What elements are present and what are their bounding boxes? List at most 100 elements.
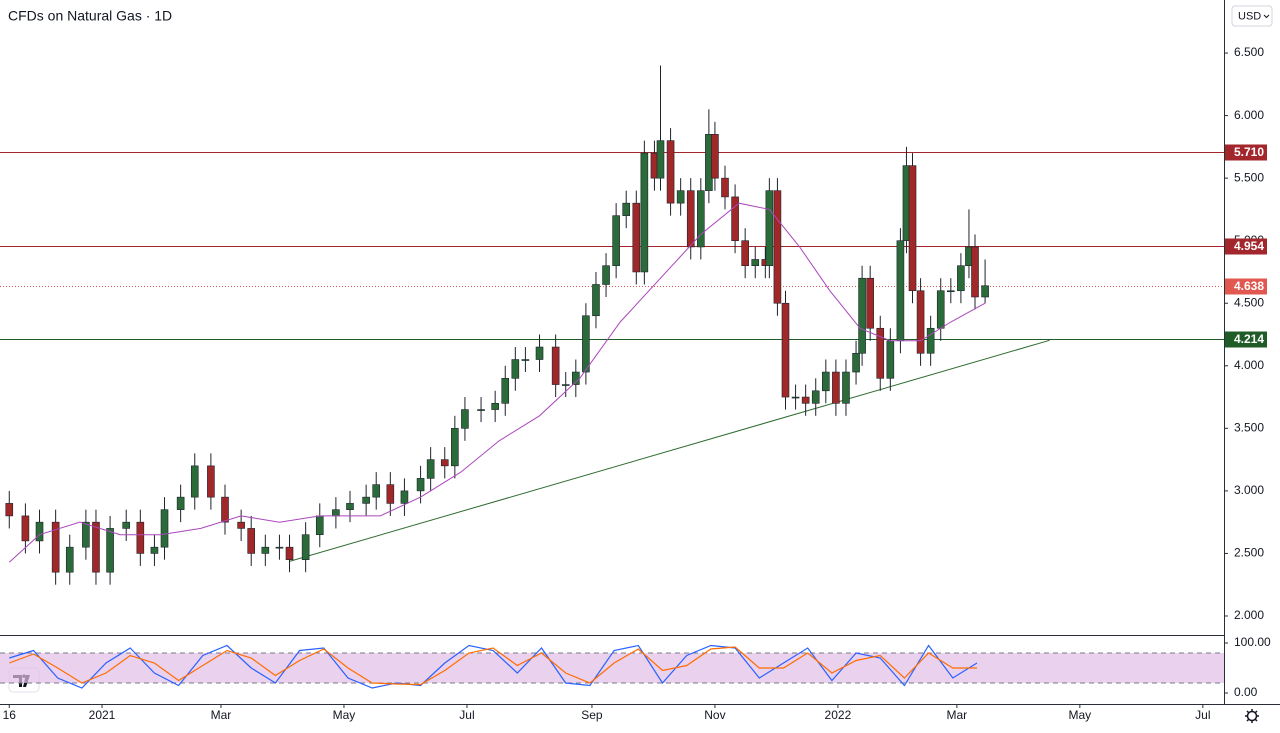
candle-body bbox=[602, 265, 610, 285]
x-tick-label: 2021 bbox=[89, 708, 116, 722]
candle-body bbox=[773, 190, 782, 304]
candle-body bbox=[275, 546, 284, 549]
candle-body bbox=[765, 190, 774, 267]
y-tick-label: 4.500 bbox=[1234, 295, 1264, 309]
x-tick-label: 16 bbox=[3, 708, 17, 722]
candle-body bbox=[82, 521, 90, 548]
level-label: 4.638 bbox=[1234, 279, 1264, 293]
candle-body bbox=[221, 496, 229, 523]
level-tag bbox=[1225, 238, 1267, 255]
candle-body bbox=[477, 409, 485, 411]
currency-button[interactable]: USD bbox=[1231, 5, 1273, 27]
y-tick-label: 100.00 bbox=[1234, 635, 1271, 649]
candle-body bbox=[981, 285, 989, 298]
candle-body bbox=[561, 384, 570, 386]
candle-body bbox=[5, 503, 14, 517]
candle-body bbox=[362, 496, 370, 504]
band-fill bbox=[0, 653, 1224, 683]
candle-body bbox=[237, 521, 245, 529]
gear-teeth[interactable] bbox=[1245, 709, 1259, 723]
symbol-title: CFDs on Natural Gas · 1D bbox=[8, 8, 172, 24]
gear-icon[interactable] bbox=[1246, 710, 1258, 722]
candle-body bbox=[711, 134, 719, 179]
moving-average bbox=[8, 202, 986, 563]
candle-body bbox=[92, 521, 100, 573]
candle-body bbox=[842, 371, 850, 404]
candle-body bbox=[858, 277, 866, 354]
candle-body bbox=[301, 534, 310, 560]
candle-body bbox=[332, 509, 340, 517]
y-tick-label: 2.000 bbox=[1234, 608, 1264, 622]
x-tick-label: Jul bbox=[459, 708, 474, 722]
candle-body bbox=[261, 546, 270, 554]
candle-body bbox=[346, 503, 354, 510]
candle-body bbox=[656, 140, 665, 179]
candle-body bbox=[666, 140, 675, 204]
currency-label[interactable]: USD bbox=[1238, 10, 1261, 22]
candle-body bbox=[400, 490, 409, 504]
y-tick-label: 2.500 bbox=[1234, 546, 1264, 560]
candle-body bbox=[731, 196, 739, 241]
candle-body bbox=[811, 390, 820, 404]
y-tick-label: 6.000 bbox=[1234, 108, 1264, 122]
candle-body bbox=[51, 521, 60, 573]
candle-body bbox=[676, 190, 685, 204]
candle-body bbox=[207, 465, 215, 498]
candle-body bbox=[440, 459, 449, 467]
y-tick-label: 3.500 bbox=[1234, 421, 1264, 435]
indicator-line bbox=[9, 646, 977, 686]
candle-body bbox=[65, 546, 74, 573]
candle-body bbox=[896, 240, 905, 342]
currency-box[interactable] bbox=[1231, 5, 1273, 27]
candle-body bbox=[852, 352, 860, 373]
trendline bbox=[289, 339, 1050, 562]
candle-body bbox=[416, 478, 425, 492]
candle-body bbox=[936, 290, 945, 329]
candle-body bbox=[612, 215, 620, 267]
candle-body bbox=[372, 484, 381, 498]
candle-body bbox=[535, 346, 544, 360]
candle-body bbox=[866, 277, 874, 329]
settings-button[interactable] bbox=[1245, 709, 1259, 723]
candle-body bbox=[640, 152, 649, 273]
y-tick-label: 3.000 bbox=[1234, 483, 1264, 497]
candle-body bbox=[285, 546, 294, 560]
candle-body bbox=[136, 521, 145, 554]
candle-body bbox=[451, 428, 459, 467]
candle-body bbox=[751, 259, 760, 267]
candle-body bbox=[501, 377, 510, 404]
candle-body bbox=[926, 327, 935, 354]
candle-body bbox=[511, 359, 520, 379]
level-tag bbox=[1225, 278, 1267, 295]
level-label: 4.214 bbox=[1234, 332, 1264, 346]
y-tick-label: 0.00 bbox=[1234, 685, 1258, 699]
candle-body bbox=[947, 290, 955, 293]
candle-body bbox=[781, 302, 790, 398]
candle-body bbox=[150, 546, 159, 554]
candle-body bbox=[957, 265, 965, 292]
candle-body bbox=[916, 290, 925, 354]
x-tick-label: Jul bbox=[1195, 708, 1210, 722]
x-tick-label: Nov bbox=[704, 708, 725, 722]
level-label: 5.710 bbox=[1234, 145, 1264, 159]
candle-body bbox=[721, 177, 729, 198]
candle-body bbox=[35, 521, 44, 542]
candle-body bbox=[190, 465, 199, 498]
candle-body bbox=[686, 190, 695, 248]
candle-body bbox=[622, 202, 631, 216]
candle-body bbox=[122, 521, 131, 529]
candle-body bbox=[21, 515, 30, 542]
candle-body bbox=[801, 396, 810, 404]
x-tick-label: Mar bbox=[947, 708, 968, 722]
dropdown-caret[interactable] bbox=[1263, 14, 1270, 19]
candle-body bbox=[632, 202, 641, 273]
y-tick-label: 5.500 bbox=[1234, 170, 1264, 184]
plot-area bbox=[0, 65, 1224, 689]
candle-body bbox=[521, 359, 530, 361]
level-tag bbox=[1225, 331, 1267, 348]
candle-body bbox=[741, 240, 749, 267]
indicator-line bbox=[9, 644, 978, 689]
